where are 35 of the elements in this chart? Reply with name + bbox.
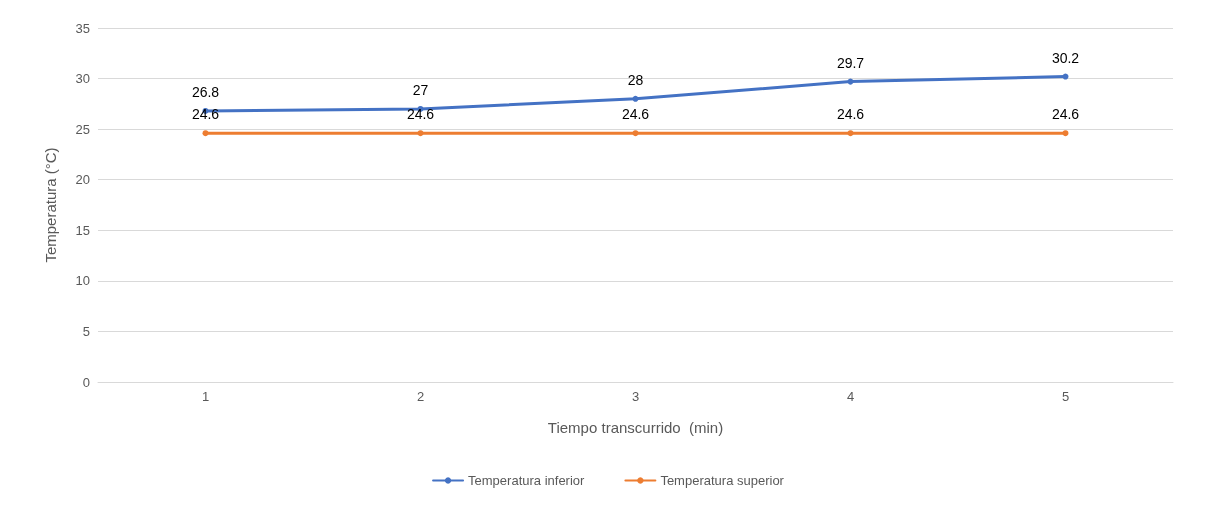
x-tick-label: 4 (846, 389, 855, 404)
point (417, 130, 424, 137)
data-label: 24.6 (406, 106, 435, 123)
data-label: 27 (412, 81, 429, 98)
y-tick-label: 35 (75, 20, 90, 36)
x-tick-label: 1 (201, 389, 210, 404)
x-tick-label: 5 (1061, 389, 1070, 404)
data-label: 24.6 (621, 106, 650, 123)
y-tick-label: 10 (75, 273, 90, 289)
y-tick-label: 25 (75, 121, 90, 137)
y-tick-label: 15 (75, 222, 90, 238)
x-tick-label: 2 (416, 389, 425, 404)
point (202, 130, 209, 137)
x-axis-title: Tiempo transcurrido (min) (547, 419, 724, 436)
y-tick-label: 30 (75, 71, 90, 87)
data-label: 24.6 (1051, 106, 1080, 123)
y-tick-label: 5 (82, 323, 90, 339)
data-label: 30.2 (1051, 49, 1080, 66)
data-label: 24.6 (836, 106, 865, 123)
y-tick-label: 20 (75, 172, 90, 188)
x-tick-label: 3 (631, 389, 640, 404)
data-label: 28 (627, 71, 644, 88)
y-axis-title: Temperatura (°C) (42, 147, 59, 263)
data-label: 24.6 (191, 106, 220, 123)
y-tick-label: 0 (82, 374, 90, 390)
point (1062, 73, 1069, 80)
point (632, 95, 639, 102)
data-label: 26.8 (191, 83, 220, 100)
legend-label: Temperatura superior (660, 473, 785, 488)
point (847, 78, 854, 85)
point (847, 130, 854, 137)
point (1062, 130, 1069, 137)
data-label: 29.7 (836, 54, 865, 71)
point (632, 130, 639, 137)
legend-label: Temperatura inferior (468, 473, 586, 488)
